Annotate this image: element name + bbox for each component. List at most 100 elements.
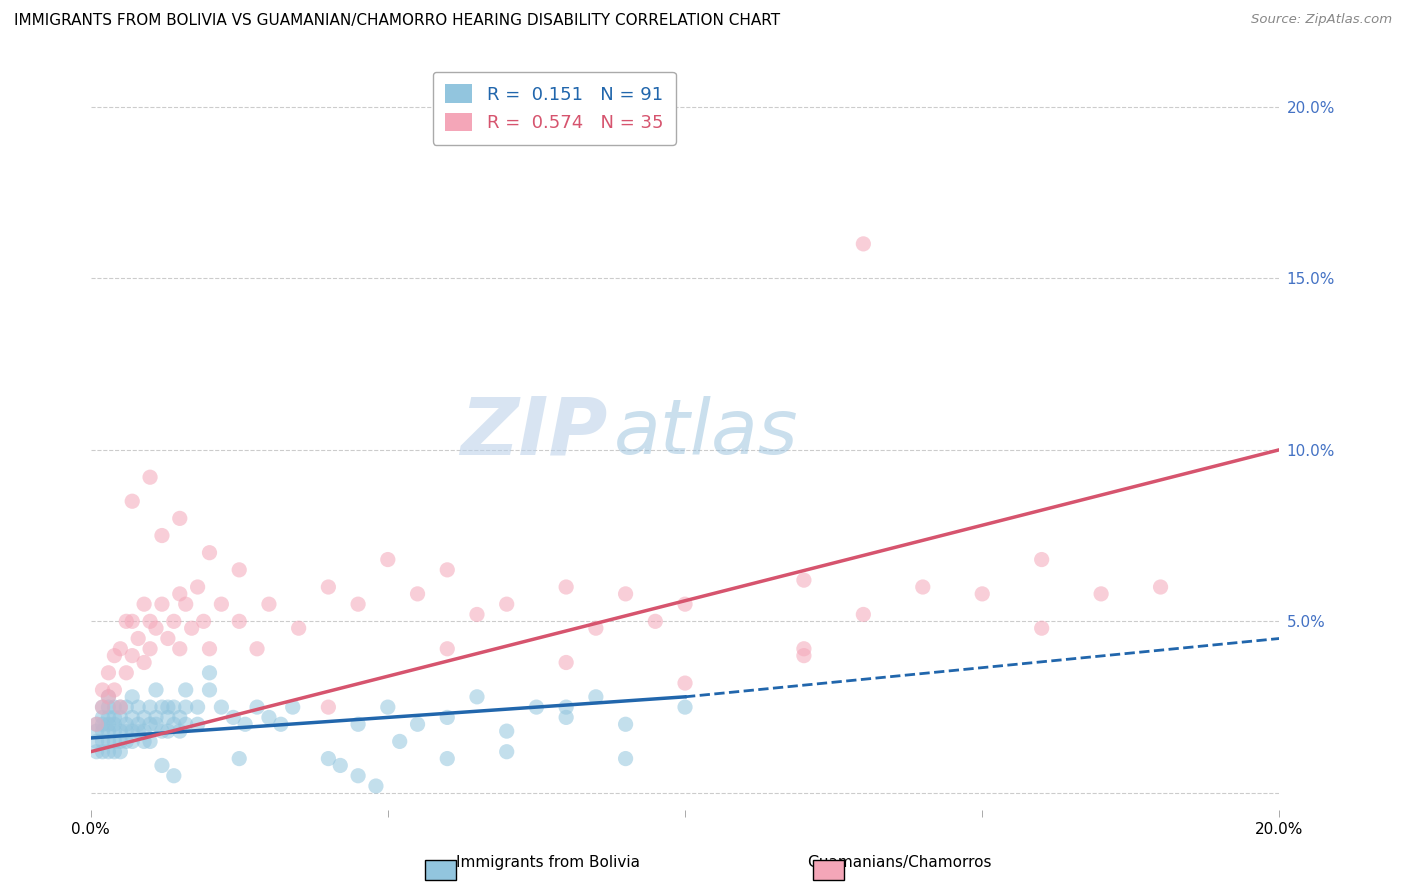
Point	[187, 717, 209, 731]
Point	[526, 700, 548, 714]
Text: IMMIGRANTS FROM BOLIVIA VS GUAMANIAN/CHAMORRO HEARING DISABILITY CORRELATION CHA: IMMIGRANTS FROM BOLIVIA VS GUAMANIAN/CHA…	[14, 13, 780, 29]
Point	[347, 597, 370, 611]
Point	[156, 710, 179, 724]
Point	[103, 734, 125, 748]
Point	[139, 470, 162, 484]
Point	[614, 587, 637, 601]
Point	[163, 769, 186, 783]
Point	[228, 615, 250, 629]
Point	[347, 717, 370, 731]
Point	[163, 700, 186, 714]
Point	[121, 615, 143, 629]
Point	[555, 700, 578, 714]
Point	[121, 710, 143, 724]
Point	[318, 751, 340, 765]
Point	[103, 710, 125, 724]
Point	[121, 648, 143, 663]
Point	[233, 717, 256, 731]
Point	[209, 700, 232, 714]
Point	[1149, 580, 1171, 594]
Point	[246, 700, 269, 714]
Point	[169, 587, 191, 601]
Point	[97, 734, 120, 748]
Point	[121, 734, 143, 748]
Point	[972, 587, 994, 601]
Point	[156, 632, 179, 646]
Point	[91, 717, 114, 731]
Point	[91, 700, 114, 714]
Point	[495, 724, 517, 739]
Point	[103, 700, 125, 714]
Point	[103, 745, 125, 759]
Point	[287, 621, 309, 635]
Point	[150, 758, 173, 772]
Point	[318, 580, 340, 594]
Point	[91, 745, 114, 759]
Point	[318, 700, 340, 714]
Point	[86, 717, 108, 731]
Point	[115, 665, 138, 680]
Point	[169, 710, 191, 724]
Point	[495, 597, 517, 611]
Point	[555, 710, 578, 724]
Point	[246, 641, 269, 656]
Point	[174, 682, 197, 697]
Point	[673, 597, 696, 611]
Point	[436, 641, 458, 656]
Point	[465, 607, 488, 622]
Point	[614, 717, 637, 731]
Point	[377, 552, 399, 566]
Legend: R =  0.151   N = 91, R =  0.574   N = 35: R = 0.151 N = 91, R = 0.574 N = 35	[433, 71, 676, 145]
Point	[174, 597, 197, 611]
Point	[406, 717, 429, 731]
Point	[436, 563, 458, 577]
Point	[187, 580, 209, 594]
Point	[270, 717, 292, 731]
Point	[110, 700, 132, 714]
Point	[187, 700, 209, 714]
Point	[180, 621, 202, 635]
Point	[121, 724, 143, 739]
Text: atlas: atlas	[613, 395, 799, 469]
Point	[228, 563, 250, 577]
Point	[145, 682, 167, 697]
Point	[127, 717, 149, 731]
Point	[1031, 621, 1053, 635]
Point	[115, 717, 138, 731]
Point	[585, 690, 607, 704]
Point	[377, 700, 399, 714]
Point	[110, 745, 132, 759]
Point	[91, 710, 114, 724]
Point	[228, 751, 250, 765]
Point	[911, 580, 934, 594]
Point	[163, 717, 186, 731]
Point	[97, 665, 120, 680]
Point	[103, 717, 125, 731]
Point	[145, 621, 167, 635]
Point	[793, 641, 815, 656]
Point	[852, 607, 875, 622]
Point	[222, 710, 245, 724]
Point	[97, 690, 120, 704]
Point	[86, 734, 108, 748]
Point	[673, 700, 696, 714]
Point	[145, 717, 167, 731]
Point	[174, 700, 197, 714]
Point	[644, 615, 666, 629]
Point	[673, 676, 696, 690]
Point	[614, 751, 637, 765]
Text: Immigrants from Bolivia: Immigrants from Bolivia	[457, 855, 640, 870]
Point	[97, 717, 120, 731]
Point	[110, 710, 132, 724]
Point	[198, 682, 221, 697]
Point	[115, 724, 138, 739]
Text: ZIP: ZIP	[460, 393, 607, 472]
Point	[436, 751, 458, 765]
Point	[139, 615, 162, 629]
Point	[555, 580, 578, 594]
Point	[364, 779, 387, 793]
Point	[115, 700, 138, 714]
Point	[388, 734, 411, 748]
Point	[110, 641, 132, 656]
Point	[169, 511, 191, 525]
